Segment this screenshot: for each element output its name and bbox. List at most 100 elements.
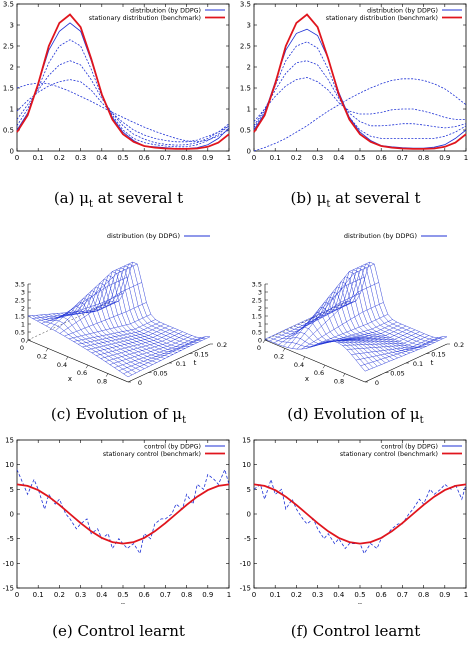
mesh-line-x bbox=[59, 282, 142, 334]
x-tick-label: 0.6 bbox=[139, 591, 151, 599]
mesh-line-x bbox=[301, 302, 384, 350]
series-ddpg bbox=[253, 478, 467, 555]
chart-e: 0 0.1 0.2 0.3 0.4 0.5 0.6 0.7 0.8 0.9 1 -15 -10 -5 0 5 1… bbox=[3, 437, 232, 610]
y-tick-label: 3.5 bbox=[3, 1, 14, 9]
mesh-line-x bbox=[37, 300, 120, 322]
x-tick-label: 0.7 bbox=[160, 591, 171, 599]
mesh-line-t bbox=[293, 311, 394, 360]
mesh-line-x bbox=[351, 336, 434, 355]
y-tick-label: -15 bbox=[3, 585, 14, 593]
caption-e: (e) Control learnt bbox=[52, 622, 185, 640]
series-benchmark bbox=[253, 483, 467, 545]
caption-d: (d) Evolution of μt bbox=[287, 405, 424, 426]
y-tick-label: 0.5 bbox=[240, 127, 251, 135]
x-tick bbox=[25, 339, 29, 344]
panel-a: 0 0.1 0.2 0.3 0.4 0.5 0.6 0.7 0.8 0.9 1 0 0.5 1 1.5 2 2.… bbox=[0, 0, 237, 173]
x-tick-label: 0.8 bbox=[181, 154, 192, 160]
plot-frame bbox=[253, 3, 467, 152]
x-tick-label: 0.7 bbox=[160, 154, 171, 160]
y-tick-label: 0.5 bbox=[3, 127, 14, 135]
z-tick-label: 1.5 bbox=[252, 313, 262, 321]
caption-f: (f) Control learnt bbox=[290, 622, 421, 640]
surface-mesh bbox=[264, 261, 448, 372]
plot-frame bbox=[253, 439, 467, 589]
legend-label: distribution (by DDPG) bbox=[130, 7, 201, 14]
x-tick bbox=[85, 365, 89, 369]
y-tick-label: 3.5 bbox=[240, 1, 251, 9]
x-axis-label: x bbox=[121, 601, 125, 604]
x-tick-label: 1 bbox=[464, 154, 468, 160]
x-tick-label: 0 bbox=[15, 591, 19, 599]
mesh-line-x bbox=[292, 263, 375, 349]
mesh-line-x bbox=[118, 337, 201, 371]
z-tick-label: 1.5 bbox=[15, 313, 25, 321]
caption-b: (b) μt at several t bbox=[290, 189, 421, 210]
t-axis-label: t bbox=[194, 359, 197, 367]
series-intermediate bbox=[16, 82, 230, 143]
panel-d: 0 0.5 1 1.5 2 2.5 3 3.5 0 0.2 0.4 0.6 0.8 x 0 0.05 0.1 0.… bbox=[237, 222, 474, 397]
chart-b: 0 0.1 0.2 0.3 0.4 0.5 0.6 0.7 0.8 0.9 1 0 0.5 1 1.5 2 2.… bbox=[240, 1, 468, 173]
z-tick-label: 0 bbox=[258, 337, 262, 345]
mesh-line-x bbox=[127, 336, 211, 378]
x-tick-label: 0.3 bbox=[312, 154, 323, 160]
mesh-line-x bbox=[278, 292, 361, 345]
mesh-line-x bbox=[273, 300, 357, 344]
y-tick-label: 15 bbox=[242, 437, 251, 445]
series-benchmark bbox=[16, 483, 230, 545]
mesh-line-x bbox=[305, 314, 388, 349]
x-tick-label: 1 bbox=[227, 154, 231, 160]
chart-f: 0 0.1 0.2 0.3 0.4 0.5 0.6 0.7 0.8 0.9 1 -15 -10 -5 0 5 1… bbox=[240, 437, 469, 610]
y-tick-label: 10 bbox=[242, 461, 251, 469]
x-tick-label: 0.3 bbox=[75, 591, 86, 599]
y-tick-label: 3 bbox=[247, 22, 251, 30]
z-tick-label: 3.5 bbox=[252, 281, 262, 289]
mesh-line-x bbox=[27, 300, 111, 317]
y-tick-label: 3 bbox=[10, 22, 14, 30]
x-tick-label: 0.8 bbox=[97, 378, 107, 386]
series-intermediate bbox=[253, 41, 467, 139]
x-tick-label: 0.6 bbox=[139, 154, 151, 160]
chart-d: 00.511.522.533.500.20.40.60.8x 00.050.10.… bbox=[252, 232, 465, 387]
t-tick-label: 0.15 bbox=[194, 351, 208, 359]
y-tick-label: 1 bbox=[247, 106, 251, 114]
x-tick-label: 0.8 bbox=[181, 591, 192, 599]
mesh-line-x bbox=[105, 333, 188, 362]
series-intermediate bbox=[253, 60, 467, 129]
mesh-line-x bbox=[346, 335, 429, 350]
y-tick-label: -5 bbox=[244, 535, 251, 543]
y-tick-label: 0 bbox=[247, 511, 251, 519]
x-tick-label: 0.2 bbox=[291, 154, 302, 160]
series-intermediate bbox=[16, 79, 230, 143]
x-tick-label: 0.4 bbox=[96, 591, 108, 599]
x-tick-label: 0 bbox=[20, 344, 24, 352]
mesh-line-x bbox=[41, 292, 124, 324]
y-tick-label: 5 bbox=[247, 486, 251, 494]
panel-e: 0 0.1 0.2 0.3 0.4 0.5 0.6 0.7 0.8 0.9 1 -15 -10 -5 0 5 1… bbox=[0, 436, 237, 610]
mesh-line-x bbox=[355, 337, 438, 361]
mesh-line-t bbox=[48, 309, 149, 367]
y-tick-label: 2 bbox=[247, 64, 251, 72]
y-tick-label: 1.5 bbox=[240, 85, 251, 93]
mesh-line-t bbox=[27, 315, 129, 378]
legend-label: stationary control (benchmark) bbox=[103, 451, 201, 458]
mesh-line-x bbox=[68, 314, 151, 340]
series-benchmark bbox=[16, 13, 230, 150]
z-tick-label: 2 bbox=[21, 305, 25, 313]
x-tick bbox=[105, 373, 109, 377]
mesh-line-t bbox=[40, 314, 141, 371]
y-tick-label: 2.5 bbox=[240, 43, 251, 51]
mesh-line-x bbox=[364, 336, 448, 372]
plot-frame bbox=[16, 3, 230, 152]
x-tick-label: 0 bbox=[252, 591, 256, 599]
x-tick bbox=[342, 373, 346, 377]
mesh-line-x bbox=[287, 261, 370, 348]
mesh-line-x bbox=[123, 336, 206, 375]
x-tick-label: 0.5 bbox=[117, 154, 128, 160]
panel-b: 0 0.1 0.2 0.3 0.4 0.5 0.6 0.7 0.8 0.9 1 0 0.5 1 1.5 2 2.… bbox=[237, 0, 474, 173]
x-tick-label: 0.4 bbox=[333, 154, 345, 160]
series-ddpg bbox=[16, 468, 230, 555]
x-axis bbox=[27, 339, 129, 383]
x-tick-label: 0.6 bbox=[77, 369, 87, 377]
surface-mesh bbox=[27, 261, 211, 378]
x-tick bbox=[45, 348, 49, 352]
